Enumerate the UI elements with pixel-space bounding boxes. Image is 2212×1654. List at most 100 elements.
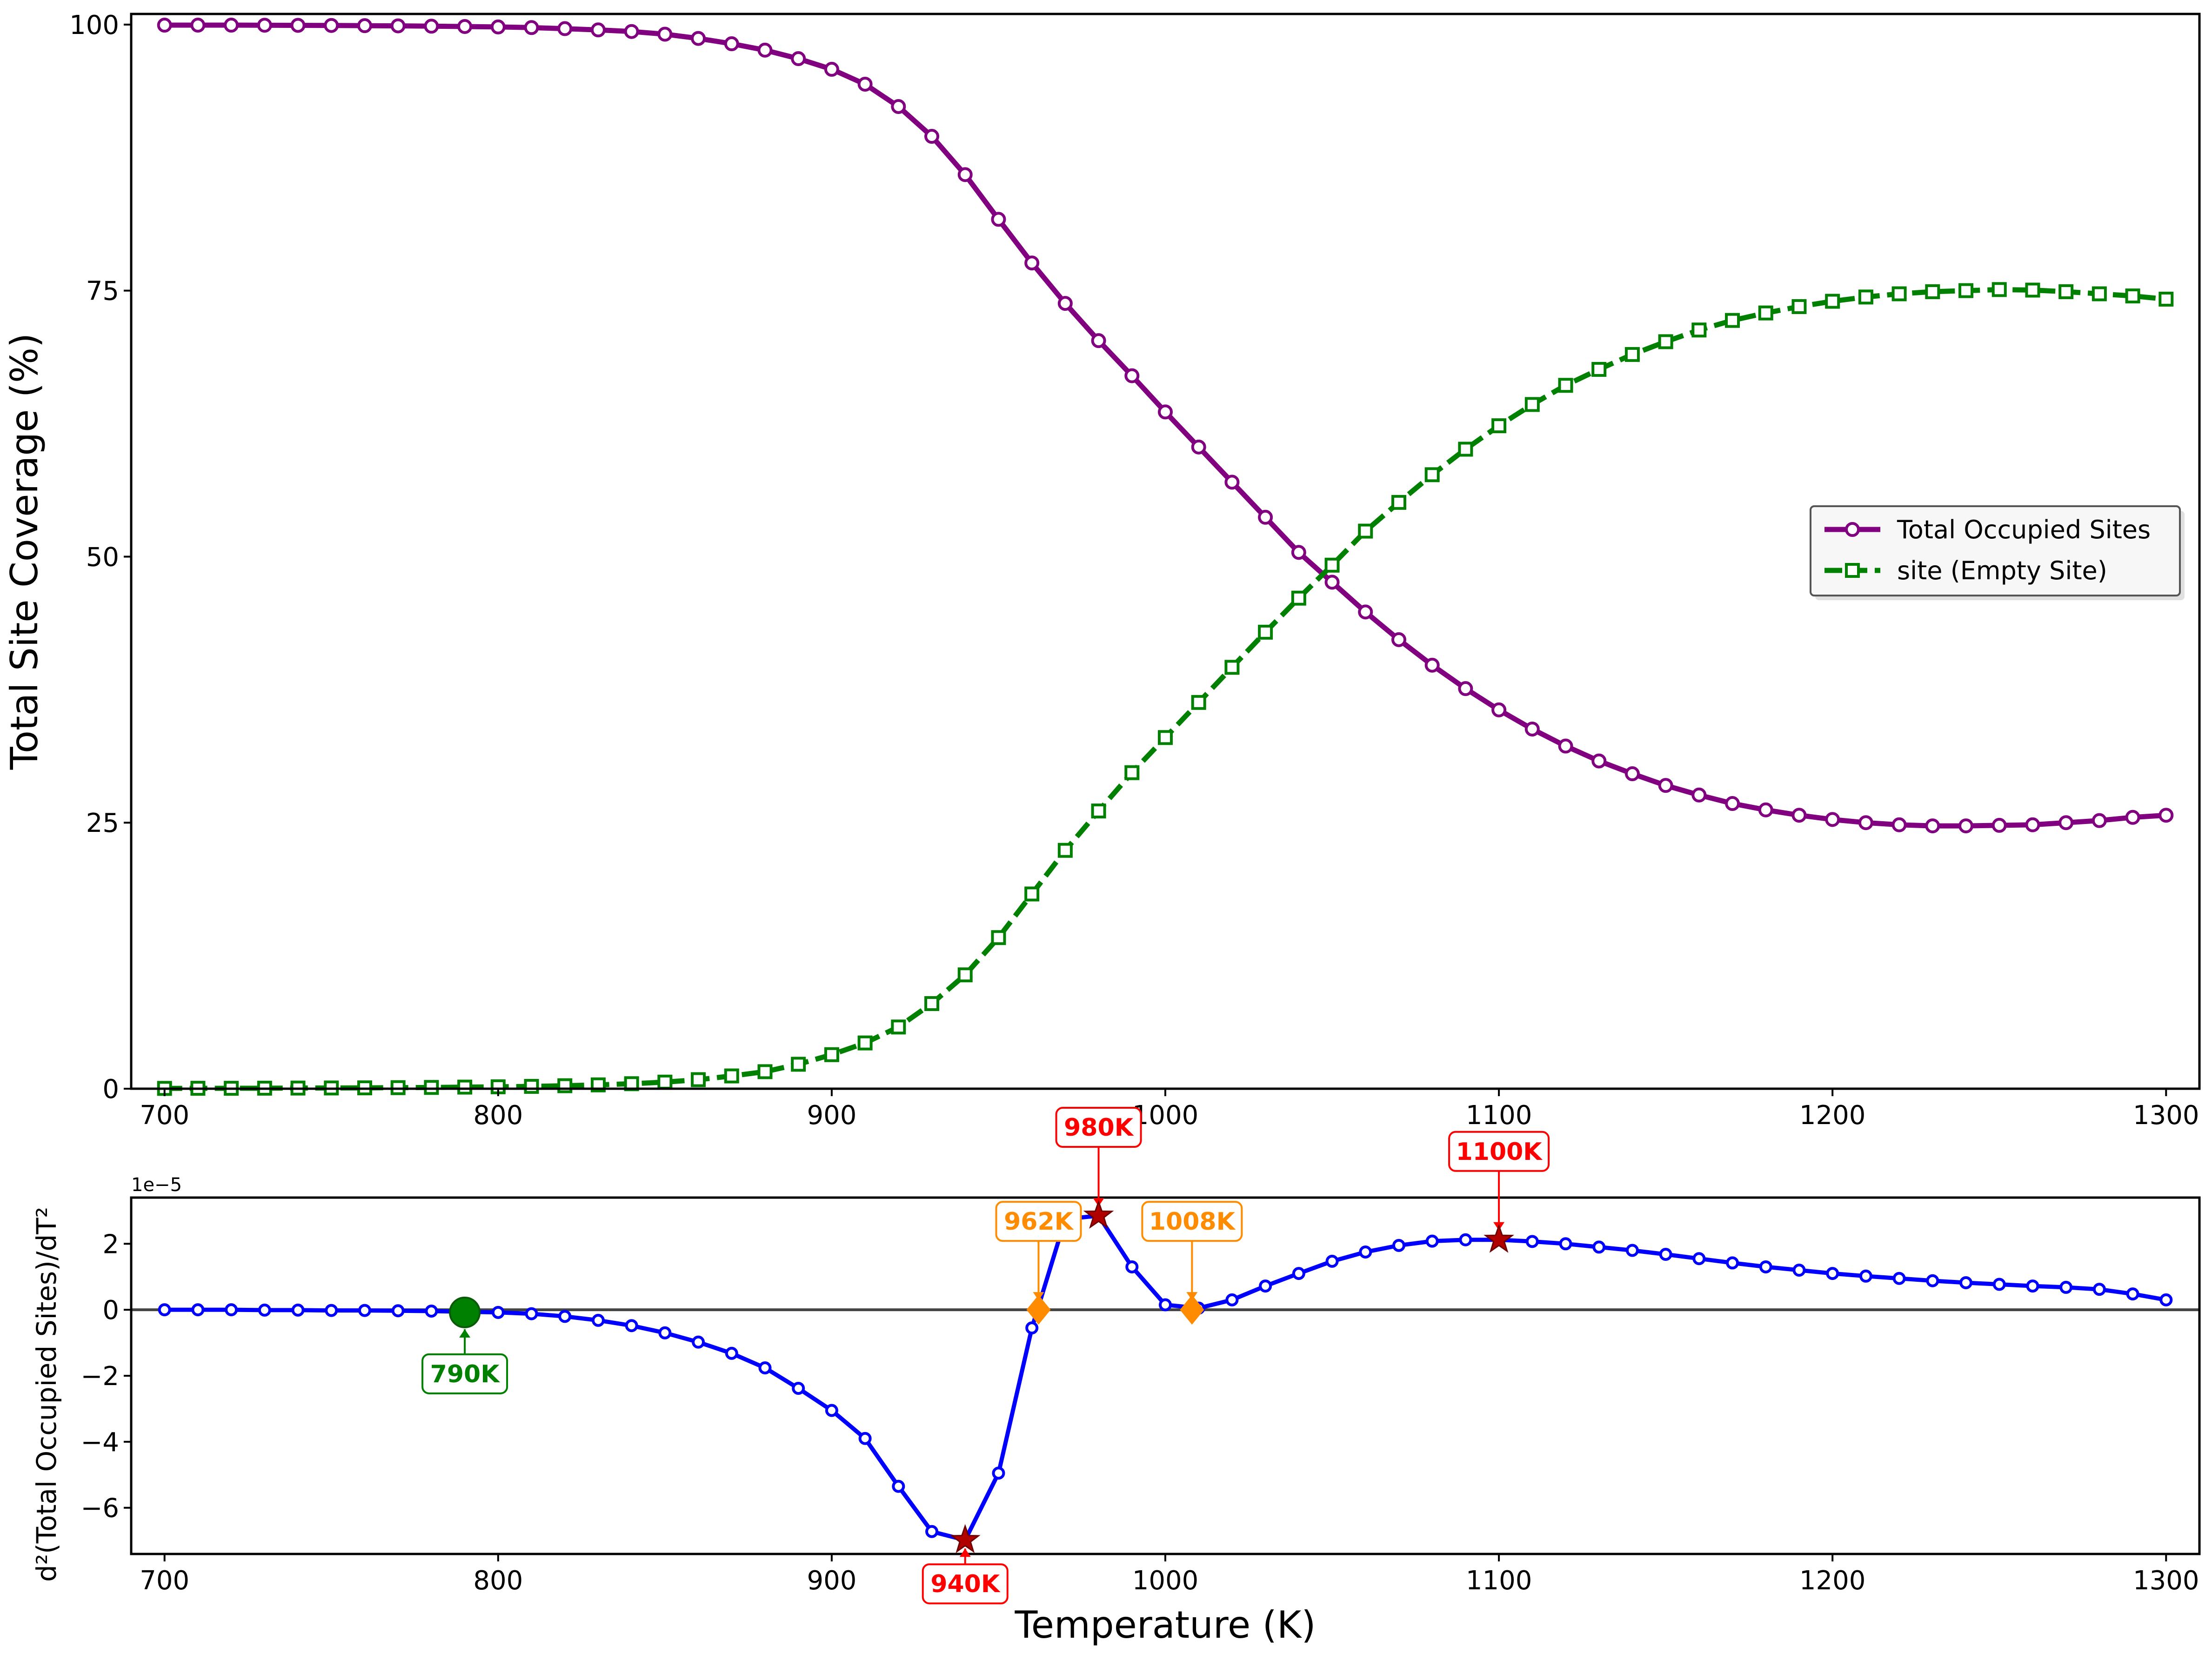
second-derivative-point <box>558 1310 572 1323</box>
occupied-sites-point <box>1291 545 1306 560</box>
second-derivative-point <box>1959 1276 1973 1289</box>
second-derivative-point <box>992 1467 1005 1480</box>
occupied-sites-point <box>290 18 306 33</box>
second-derivative-point <box>692 1335 705 1349</box>
occupied-sites-point <box>590 22 606 38</box>
empty-site-point <box>1691 322 1707 338</box>
annotation-1100K: 1100K <box>1448 1131 1550 1253</box>
second-derivative-x-tick-label: 1200 <box>1799 1566 1866 1596</box>
empty-site-point <box>1158 730 1173 745</box>
second-derivative-x-tick-label: 900 <box>807 1566 856 1596</box>
second-derivative-point <box>291 1303 305 1317</box>
second-derivative-y-axis-title: d²(Total Occupied Sites)/dT² <box>31 1207 62 1582</box>
second-derivative-y-tick-label: 0 <box>102 1295 119 1326</box>
annotation-box <box>995 1201 1082 1242</box>
empty-site-point <box>657 1074 673 1090</box>
occupied-sites-point <box>757 42 773 58</box>
empty-site-point <box>1057 843 1073 858</box>
occupied-sites-point <box>1057 296 1073 311</box>
coverage-x-tick-label: 900 <box>807 1100 856 1131</box>
second-derivative-point <box>1459 1233 1472 1246</box>
empty-site-point <box>1524 397 1540 412</box>
occupied-sites-point <box>1524 721 1540 737</box>
occupied-sites-point <box>1991 817 2007 833</box>
occupied-sites-point <box>1324 575 1340 590</box>
second-derivative-point <box>425 1304 438 1318</box>
second-derivative-point <box>1292 1267 1305 1280</box>
second-derivative-point <box>158 1303 171 1317</box>
annotation-label: 1100K <box>1456 1138 1543 1166</box>
second-derivative-point <box>2059 1280 2073 1294</box>
extremum-marker <box>1484 1224 1514 1253</box>
occupied-sites-point <box>357 18 372 33</box>
legend-marker-empty <box>1845 563 1860 578</box>
empty-site-point <box>424 1080 439 1095</box>
occupied-sites-point <box>224 18 239 33</box>
legend-entry-empty: site (Empty Site) <box>1824 556 2107 585</box>
second-derivative-point <box>792 1381 805 1395</box>
second-derivative-y-tick-label: −6 <box>80 1493 119 1524</box>
annotation-label: 1008K <box>1149 1208 1236 1236</box>
coverage-y-tick-label: 50 <box>86 542 119 572</box>
empty-site-point <box>1891 286 1907 301</box>
second-derivative-point <box>2126 1287 2139 1301</box>
second-derivative-point <box>2026 1279 2039 1293</box>
second-derivative-x-tick-label: 1300 <box>2133 1566 2199 1596</box>
annotation-980K: 980K <box>1055 1107 1142 1229</box>
second-derivative-y-tick-label: 2 <box>102 1229 119 1259</box>
second-derivative-point <box>1726 1256 1739 1270</box>
occupied-sites-point <box>1258 509 1273 525</box>
empty-site-point <box>2025 282 2040 298</box>
annotation-962K: 962K <box>995 1201 1082 1325</box>
empty-site-point <box>1458 442 1473 457</box>
empty-site-point <box>924 996 940 1011</box>
second-derivative-point <box>591 1313 605 1327</box>
second-derivative-point <box>1225 1293 1239 1306</box>
empty-site-point <box>524 1078 539 1094</box>
zero-crossing-marker <box>1026 1295 1051 1325</box>
second-derivative-point <box>858 1432 872 1445</box>
occupied-sites-point <box>2125 810 2140 825</box>
occupied-sites-point <box>991 212 1006 227</box>
occupied-sites-point <box>2025 817 2040 832</box>
second-derivative-point <box>2092 1283 2106 1296</box>
occupied-sites-point <box>924 129 940 144</box>
occupied-sites-point <box>157 18 172 33</box>
coverage-y-tick-label: 75 <box>86 276 119 307</box>
inflection-marker <box>449 1296 481 1328</box>
occupied-sites-point <box>1858 815 1873 830</box>
second-derivative-point <box>1592 1240 1606 1254</box>
extremum-marker <box>949 1524 981 1554</box>
coverage-x-tick-label: 1100 <box>1466 1100 1532 1131</box>
occupied-sites-point <box>1725 796 1740 811</box>
second-derivative-point <box>1759 1260 1772 1273</box>
second-derivative-x-tick-label: 800 <box>473 1566 523 1596</box>
coverage-x-tick-label: 700 <box>140 1100 189 1131</box>
occupied-sites-point <box>1391 632 1406 647</box>
occupied-sites-point <box>2092 813 2107 828</box>
occupied-sites-series <box>157 18 2174 834</box>
occupied-sites-point <box>457 19 473 34</box>
extrema-annotations: 790K 940K 962K 980K 1008K 1100K <box>421 1107 1550 1605</box>
occupied-sites-point <box>524 20 539 35</box>
empty-site-point <box>824 1047 839 1062</box>
empty-site-point <box>857 1035 873 1051</box>
empty-site-point <box>1124 765 1140 780</box>
second-derivative-axes-frame <box>130 1196 2201 1555</box>
empty-site-point <box>1091 804 1106 819</box>
second-derivative-point <box>925 1525 939 1538</box>
occupied-sites-point <box>724 36 739 52</box>
second-derivative-point <box>258 1303 271 1317</box>
empty-site-point <box>1925 284 1940 299</box>
second-derivative-point <box>491 1306 505 1319</box>
occupied-sites-point <box>1925 818 1940 834</box>
empty-site-point <box>1991 282 2007 297</box>
second-derivative-point <box>1859 1269 1872 1283</box>
occupied-sites-point <box>1691 787 1707 803</box>
occupied-sites-point <box>1491 702 1507 717</box>
second-derivative-point <box>525 1307 538 1320</box>
empty-site-point <box>1591 362 1607 377</box>
second-derivative-point <box>1392 1239 1405 1252</box>
coverage-x-tick-label: 1200 <box>1799 1100 1866 1131</box>
